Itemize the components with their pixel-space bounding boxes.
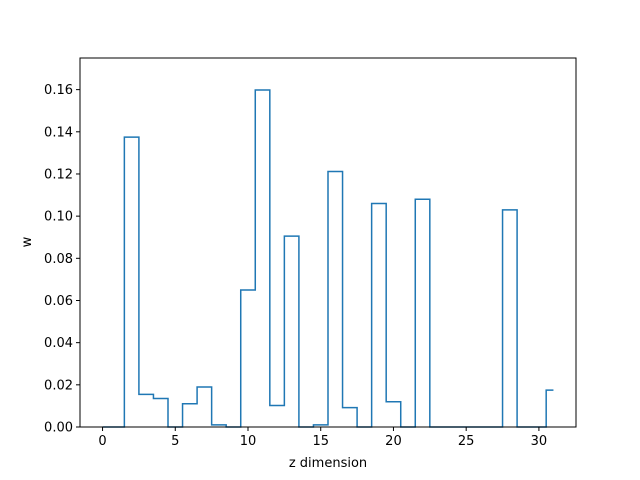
x-tick-label: 0	[98, 434, 106, 449]
y-tick-label: 0.04	[44, 336, 73, 351]
x-tick-label: 5	[171, 434, 179, 449]
y-tick-label: 0.02	[44, 378, 73, 393]
y-axis-label: w	[20, 236, 35, 247]
y-tick-label: 0.00	[44, 421, 73, 436]
x-tick-label: 15	[312, 434, 329, 449]
x-axis-ticks: 0 5 10 15 20 25 30	[98, 427, 547, 449]
y-tick-label: 0.06	[44, 294, 73, 309]
x-tick-label: 25	[458, 434, 475, 449]
x-axis-label: z dimension	[289, 456, 367, 471]
y-tick-label: 0.14	[44, 125, 73, 140]
x-tick-label: 30	[531, 434, 548, 449]
y-axis-ticks: 0.00 0.02 0.04 0.06 0.08 0.10 0.12 0.14 0.16	[44, 83, 80, 436]
x-tick-label: 20	[385, 434, 402, 449]
y-tick-label: 0.12	[44, 167, 73, 182]
y-tick-label: 0.08	[44, 252, 73, 267]
y-tick-label: 0.10	[44, 210, 73, 225]
y-tick-label: 0.16	[44, 83, 73, 98]
plot-frame	[79, 57, 577, 428]
x-tick-label: 10	[240, 434, 257, 449]
